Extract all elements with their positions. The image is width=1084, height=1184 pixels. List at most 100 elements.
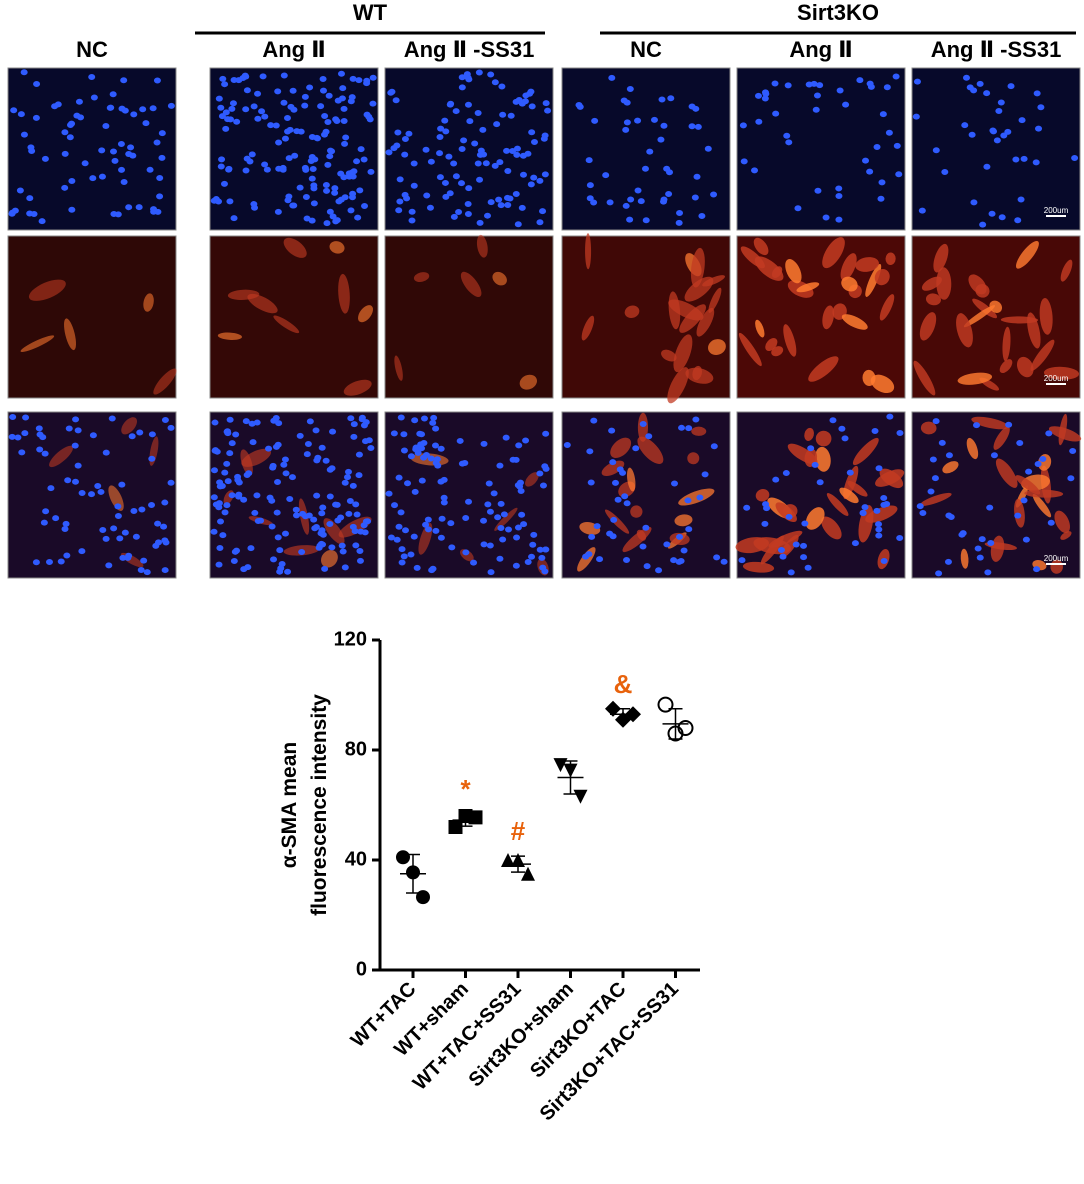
nucleus <box>476 219 484 226</box>
nucleus <box>64 477 72 484</box>
nucleus <box>289 87 297 94</box>
actin-fiber <box>28 279 66 301</box>
nucleus <box>875 521 883 528</box>
nucleus <box>438 515 446 522</box>
nucleus <box>160 523 168 530</box>
nucleus <box>962 74 970 81</box>
nucleus <box>645 433 653 440</box>
significance-mark: & <box>614 669 633 699</box>
nucleus <box>352 501 360 508</box>
data-point <box>573 789 588 804</box>
nucleus <box>660 122 668 129</box>
nucleus <box>441 117 449 124</box>
nucleus <box>836 87 844 94</box>
nucleus <box>514 524 522 531</box>
nucleus <box>398 559 406 566</box>
nucleus <box>875 532 883 539</box>
nucleus <box>250 103 258 110</box>
actin-fiber <box>637 436 664 465</box>
actin-fiber <box>865 505 898 523</box>
nucleus <box>410 160 418 167</box>
nucleus <box>248 151 256 158</box>
actin-fiber <box>227 289 260 300</box>
nucleus <box>353 158 361 165</box>
nucleus <box>495 196 503 203</box>
nucleus <box>340 105 348 112</box>
nucleus <box>1037 104 1045 111</box>
nucleus <box>427 158 435 165</box>
nucleus <box>293 512 301 519</box>
nucleus <box>397 509 405 516</box>
nucleus <box>143 569 151 576</box>
nucleus <box>73 112 81 119</box>
y-tick-label: 0 <box>356 958 367 980</box>
nucleus <box>410 182 418 189</box>
nucleus <box>251 509 259 516</box>
nucleus <box>288 474 296 481</box>
micrograph <box>7 235 177 399</box>
actin-fiber <box>696 307 715 337</box>
nucleus <box>528 553 536 560</box>
y-tick-label: 40 <box>345 848 367 870</box>
nucleus <box>61 184 69 191</box>
nucleus <box>319 504 327 511</box>
nucleus <box>20 131 28 138</box>
nucleus <box>242 418 250 425</box>
nucleus <box>462 515 470 522</box>
nucleus <box>499 111 507 118</box>
nucleus <box>118 105 126 112</box>
actin-fiber <box>320 549 338 568</box>
nucleus <box>210 528 218 535</box>
nucleus <box>108 415 116 422</box>
nucleus <box>221 509 229 516</box>
nucleus <box>109 148 117 155</box>
actin-fiber <box>785 259 802 284</box>
nucleus <box>150 208 158 215</box>
micrograph <box>384 67 554 231</box>
nucleus <box>216 479 224 486</box>
micrograph <box>209 67 379 231</box>
nucleus <box>427 455 435 462</box>
nucleus <box>588 533 596 540</box>
nucleus <box>394 129 402 136</box>
nucleus <box>450 213 458 220</box>
actin-fiber <box>933 243 949 273</box>
nucleus <box>302 194 310 201</box>
nucleus <box>110 211 118 218</box>
actin-fiber <box>217 332 242 340</box>
nucleus <box>945 452 953 459</box>
nucleus <box>363 80 371 87</box>
nucleus <box>437 478 445 485</box>
nucleus <box>420 440 428 447</box>
nucleus <box>457 180 465 187</box>
nucleus <box>530 138 538 145</box>
actin-fiber <box>993 426 1010 450</box>
nucleus <box>291 152 299 159</box>
nucleus <box>218 156 226 163</box>
nucleus <box>418 477 426 484</box>
nucleus <box>458 74 466 81</box>
actin-fiber <box>673 334 693 373</box>
nucleus <box>984 569 992 576</box>
nucleus <box>608 427 616 434</box>
nucleus <box>369 74 377 81</box>
nucleus <box>346 497 354 504</box>
nucleus <box>694 123 702 130</box>
actin-fiber <box>692 365 703 381</box>
actin-fiber <box>787 443 818 465</box>
nucleus <box>301 164 309 171</box>
actin-fiber <box>708 339 726 356</box>
nucleus <box>274 441 282 448</box>
nucleus <box>88 74 96 81</box>
nucleus <box>350 421 358 428</box>
nucleus <box>754 92 762 99</box>
nucleus <box>396 176 404 183</box>
nucleus <box>530 531 538 538</box>
nucleus <box>916 503 924 510</box>
nucleus <box>430 414 438 421</box>
nucleus <box>224 116 232 123</box>
nucleus <box>1005 421 1013 428</box>
nucleus <box>355 451 363 458</box>
nucleus <box>602 172 610 179</box>
nucleus <box>476 151 484 158</box>
